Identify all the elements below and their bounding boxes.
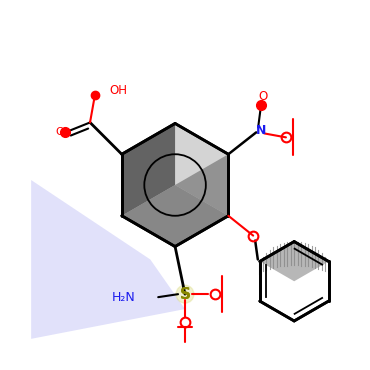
Polygon shape [122, 124, 228, 246]
Polygon shape [31, 180, 185, 339]
Text: S: S [179, 287, 191, 302]
Text: N: N [256, 124, 266, 137]
Text: OH: OH [109, 84, 127, 97]
Text: S: S [179, 287, 191, 302]
Text: O: O [259, 90, 268, 103]
Polygon shape [260, 242, 329, 281]
Text: O: O [55, 127, 64, 137]
Text: H₂N: H₂N [112, 291, 135, 304]
Polygon shape [175, 154, 228, 216]
Polygon shape [122, 124, 175, 216]
Circle shape [176, 285, 194, 303]
Polygon shape [122, 185, 228, 246]
